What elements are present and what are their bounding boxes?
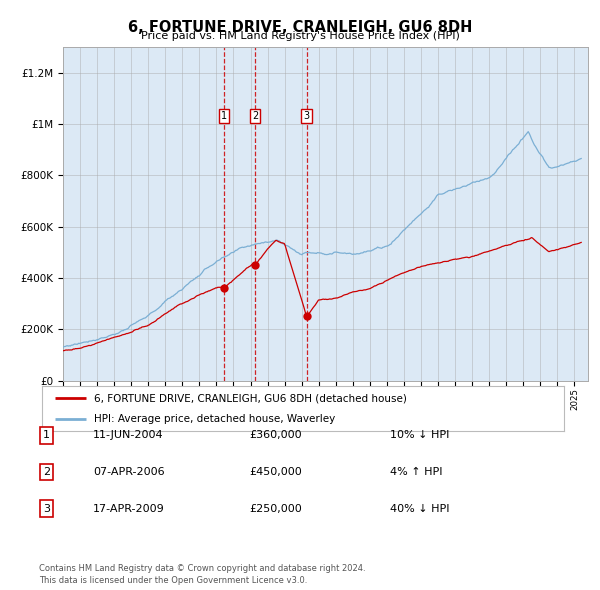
Text: Price paid vs. HM Land Registry's House Price Index (HPI): Price paid vs. HM Land Registry's House …: [140, 31, 460, 41]
Text: £360,000: £360,000: [249, 431, 302, 440]
Text: 07-APR-2006: 07-APR-2006: [93, 467, 164, 477]
Text: 6, FORTUNE DRIVE, CRANLEIGH, GU6 8DH: 6, FORTUNE DRIVE, CRANLEIGH, GU6 8DH: [128, 20, 472, 35]
Text: 4% ↑ HPI: 4% ↑ HPI: [390, 467, 443, 477]
Text: 1: 1: [221, 111, 227, 121]
Text: 2: 2: [43, 467, 50, 477]
Text: 10% ↓ HPI: 10% ↓ HPI: [390, 431, 449, 440]
Text: HPI: Average price, detached house, Waverley: HPI: Average price, detached house, Wave…: [94, 414, 335, 424]
Text: 40% ↓ HPI: 40% ↓ HPI: [390, 504, 449, 513]
Text: 2: 2: [252, 111, 258, 121]
Text: £450,000: £450,000: [249, 467, 302, 477]
Text: 3: 3: [43, 504, 50, 513]
Text: 3: 3: [304, 111, 310, 121]
Text: 17-APR-2009: 17-APR-2009: [93, 504, 165, 513]
Text: Contains HM Land Registry data © Crown copyright and database right 2024.
This d: Contains HM Land Registry data © Crown c…: [39, 565, 365, 585]
Text: 6, FORTUNE DRIVE, CRANLEIGH, GU6 8DH (detached house): 6, FORTUNE DRIVE, CRANLEIGH, GU6 8DH (de…: [94, 394, 407, 404]
Text: 11-JUN-2004: 11-JUN-2004: [93, 431, 164, 440]
Text: £250,000: £250,000: [249, 504, 302, 513]
Text: 1: 1: [43, 431, 50, 440]
